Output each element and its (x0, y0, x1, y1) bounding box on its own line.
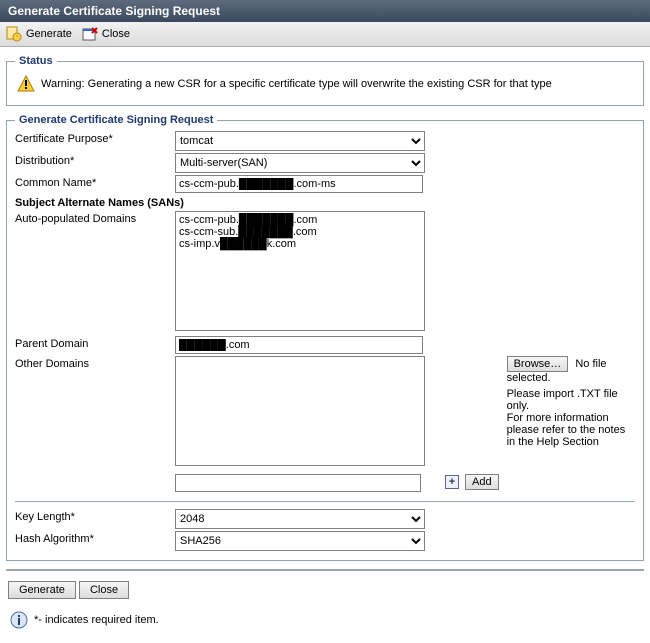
plus-icon: + (445, 475, 459, 489)
window-title: Generate Certificate Signing Request (8, 4, 220, 18)
other-domains-add-input[interactable] (175, 474, 421, 492)
browse-button[interactable]: Browse… (507, 356, 569, 372)
cert-purpose-select[interactable]: tomcat (175, 131, 425, 151)
warning-icon (17, 75, 35, 93)
generate-button[interactable]: Generate (8, 581, 76, 599)
required-note: *- indicates required item. (34, 614, 159, 626)
key-length-select[interactable]: 2048 (175, 509, 425, 529)
toolbar: Generate Close (0, 22, 650, 47)
parent-domain-input[interactable] (175, 336, 423, 354)
toolbar-generate-label: Generate (26, 28, 72, 40)
parent-domain-label: Parent Domain (15, 336, 175, 350)
close-icon (82, 26, 98, 42)
distribution-label: Distribution* (15, 153, 175, 167)
key-length-label: Key Length* (15, 509, 175, 523)
separator (6, 569, 644, 571)
close-button[interactable]: Close (79, 581, 129, 599)
other-domains-label: Other Domains (15, 356, 175, 370)
status-warning-text: Warning: Generating a new CSR for a spec… (41, 78, 552, 90)
distribution-select[interactable]: Multi-server(SAN) (175, 153, 425, 173)
add-button[interactable]: Add (465, 474, 499, 490)
csr-form-fieldset: Generate Certificate Signing Request Cer… (6, 114, 644, 561)
cert-purpose-label: Certificate Purpose* (15, 131, 175, 145)
auto-domains-textarea[interactable]: cs-ccm-pub.███████.com cs-ccm-sub.██████… (175, 211, 425, 331)
common-name-input[interactable] (175, 175, 423, 193)
status-legend: Status (15, 55, 57, 67)
import-help-1: Please import .TXT file only. (507, 388, 635, 412)
info-icon (10, 611, 28, 629)
san-heading: Subject Alternate Names (SANs) (15, 194, 635, 210)
toolbar-close-button[interactable]: Close (82, 26, 130, 42)
generate-icon (6, 26, 22, 42)
hash-algo-label: Hash Algorithm* (15, 531, 175, 545)
import-help-2: For more information please refer to the… (507, 412, 635, 448)
auto-domains-label: Auto-populated Domains (15, 211, 175, 225)
status-fieldset: Status Warning: Generating a new CSR for… (6, 55, 644, 106)
toolbar-close-label: Close (102, 28, 130, 40)
other-domains-textarea[interactable] (175, 356, 425, 466)
toolbar-generate-button[interactable]: Generate (6, 26, 72, 42)
hash-algo-select[interactable]: SHA256 (175, 531, 425, 551)
csr-form-legend: Generate Certificate Signing Request (15, 114, 217, 126)
window-title-bar: Generate Certificate Signing Request (0, 0, 650, 22)
common-name-label: Common Name* (15, 175, 175, 189)
